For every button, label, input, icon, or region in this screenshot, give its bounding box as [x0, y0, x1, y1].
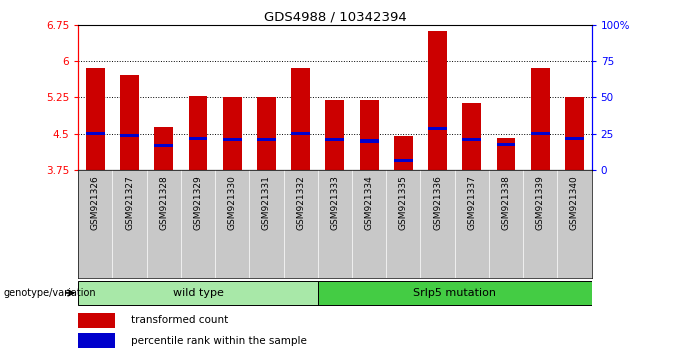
Bar [531, 68, 549, 170]
Bar [565, 137, 584, 140]
Bar [360, 139, 379, 143]
Bar [223, 97, 241, 170]
Bar [394, 159, 413, 162]
Text: GSM921333: GSM921333 [330, 175, 339, 230]
Text: GSM921332: GSM921332 [296, 175, 305, 230]
Bar [531, 132, 549, 135]
Bar [394, 136, 413, 170]
Bar [257, 138, 276, 141]
Text: GSM921334: GSM921334 [364, 175, 373, 230]
Text: GSM921340: GSM921340 [570, 175, 579, 230]
Text: percentile rank within the sample: percentile rank within the sample [131, 336, 307, 346]
Bar [496, 138, 515, 170]
Bar [428, 31, 447, 170]
Text: GSM921331: GSM921331 [262, 175, 271, 230]
Text: GSM921339: GSM921339 [536, 175, 545, 230]
Bar [257, 97, 276, 170]
Bar [360, 100, 379, 170]
FancyBboxPatch shape [78, 281, 318, 305]
Bar [120, 134, 139, 137]
Text: GSM921327: GSM921327 [125, 175, 134, 230]
Bar [78, 313, 115, 328]
Bar [291, 132, 310, 135]
Bar [291, 68, 310, 170]
Text: GSM921330: GSM921330 [228, 175, 237, 230]
Text: GSM921336: GSM921336 [433, 175, 442, 230]
Bar [120, 75, 139, 170]
Bar [462, 138, 481, 141]
Text: transformed count: transformed count [131, 315, 228, 325]
Bar [86, 132, 105, 135]
Bar [428, 127, 447, 131]
Text: GSM921329: GSM921329 [194, 175, 203, 230]
Bar [462, 103, 481, 170]
Bar [154, 144, 173, 147]
Bar [565, 97, 584, 170]
Text: GSM921328: GSM921328 [159, 175, 168, 230]
Bar [188, 96, 207, 170]
Text: GSM921338: GSM921338 [502, 175, 511, 230]
Bar [326, 100, 344, 170]
Bar [188, 137, 207, 140]
Bar [78, 333, 115, 348]
Text: GSM921326: GSM921326 [91, 175, 100, 230]
Bar [326, 138, 344, 141]
Text: Srlp5 mutation: Srlp5 mutation [413, 288, 496, 298]
Text: GSM921337: GSM921337 [467, 175, 476, 230]
Bar [86, 68, 105, 170]
Bar [496, 143, 515, 146]
Text: GSM921335: GSM921335 [399, 175, 408, 230]
Text: GDS4988 / 10342394: GDS4988 / 10342394 [264, 11, 406, 24]
Text: wild type: wild type [173, 288, 224, 298]
Bar [154, 127, 173, 170]
Text: genotype/variation: genotype/variation [3, 288, 96, 298]
Bar [223, 138, 241, 141]
FancyBboxPatch shape [318, 281, 592, 305]
